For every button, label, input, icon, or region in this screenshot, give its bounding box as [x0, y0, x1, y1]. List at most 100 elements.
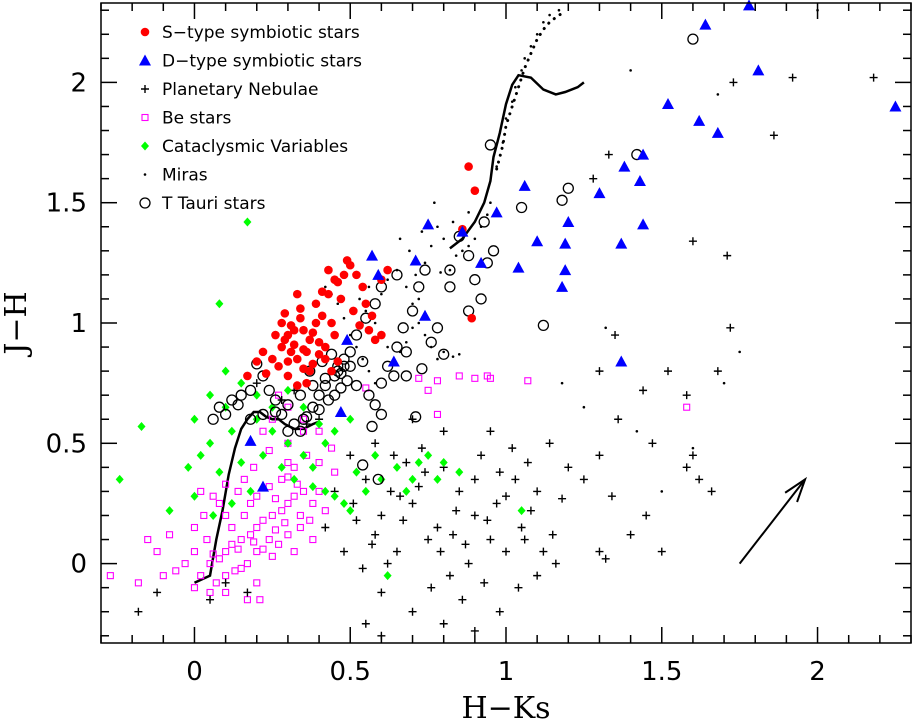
- data-point-miras: [411, 326, 414, 330]
- data-point-t-tauri-stars: [484, 139, 497, 151]
- data-point-be-stars: [524, 377, 532, 385]
- data-point-be-stars: [250, 463, 258, 471]
- legend-entry-d-type-symbiotic-stars: D−type symbiotic stars: [139, 52, 362, 72]
- data-point-planetary-nebulae: [389, 451, 398, 460]
- data-point-miras: [417, 321, 421, 325]
- data-point-planetary-nebulae: [520, 535, 529, 544]
- data-point-be-stars: [296, 523, 304, 532]
- data-point-cataclysmic-variables: [330, 491, 339, 501]
- data-point-planetary-nebulae: [533, 571, 542, 580]
- data-point-s-type-symbiotic-stars: [296, 304, 305, 313]
- data-point-be-stars: [433, 410, 442, 418]
- data-points: [106, 0, 902, 640]
- data-point-miras: [417, 297, 421, 301]
- data-point-t-tauri-stars: [335, 367, 347, 380]
- data-point-be-stars: [203, 535, 211, 544]
- data-point-be-stars: [455, 372, 463, 380]
- data-point-s-type-symbiotic-stars: [327, 366, 336, 376]
- data-point-cataclysmic-variables: [190, 414, 199, 424]
- data-point-be-stars: [222, 480, 230, 488]
- data-point-be-stars: [290, 463, 298, 471]
- data-point-planetary-nebulae: [386, 487, 395, 496]
- data-point-t-tauri-stars: [350, 329, 363, 341]
- data-point-t-tauri-stars: [391, 269, 403, 281]
- legend-label: D−type symbiotic stars: [162, 52, 362, 72]
- data-point-miras: [501, 141, 505, 144]
- data-point-planetary-nebulae: [486, 535, 495, 544]
- data-point-d-type-symbiotic-stars: [637, 148, 650, 160]
- data-point-miras: [529, 45, 533, 48]
- data-point-miras: [454, 254, 458, 257]
- data-point-planetary-nebulae: [492, 499, 501, 508]
- data-point-be-stars: [246, 531, 255, 539]
- legend-label: Miras: [162, 166, 208, 186]
- data-point-planetary-nebulae: [682, 391, 691, 400]
- data-point-planetary-nebulae: [461, 540, 470, 549]
- data-point-planetary-nebulae: [243, 588, 252, 597]
- data-point-s-type-symbiotic-stars: [296, 313, 305, 323]
- data-point-t-tauri-stars: [322, 394, 335, 406]
- data-point-s-type-symbiotic-stars: [280, 335, 290, 345]
- y-tick-label: 1.5: [46, 189, 87, 219]
- data-point-be-stars: [197, 487, 205, 495]
- data-point-miras: [504, 117, 508, 120]
- data-point-planetary-nebulae: [601, 554, 610, 563]
- data-point-t-tauri-stars: [391, 341, 403, 353]
- data-point-miras: [738, 350, 741, 354]
- data-point-cataclysmic-variables: [215, 299, 224, 309]
- data-point-s-type-symbiotic-stars: [299, 345, 308, 354]
- data-point-t-tauri-stars: [438, 348, 450, 360]
- data-point-planetary-nebulae: [408, 607, 417, 616]
- data-point-s-type-symbiotic-stars: [470, 186, 480, 195]
- data-point-miras: [336, 302, 340, 306]
- data-point-miras: [691, 446, 695, 450]
- data-point-d-type-symbiotic-stars: [422, 218, 435, 230]
- data-point-s-type-symbiotic-stars: [243, 371, 252, 381]
- data-point-be-stars: [243, 560, 251, 568]
- data-point-s-type-symbiotic-stars: [286, 347, 296, 357]
- data-point-be-stars: [206, 588, 214, 597]
- data-point-miras: [514, 85, 517, 89]
- data-point-miras: [324, 285, 327, 289]
- data-point-s-type-symbiotic-stars: [349, 306, 358, 316]
- data-point-be-stars: [253, 579, 261, 587]
- data-point-be-stars: [243, 596, 251, 604]
- data-point-planetary-nebulae: [371, 530, 380, 539]
- data-point-s-type-symbiotic-stars: [336, 294, 346, 304]
- data-point-be-stars: [246, 499, 255, 508]
- data-point-be-stars: [253, 523, 261, 532]
- data-point-d-type-symbiotic-stars: [615, 355, 628, 367]
- legend-entry-be-stars: Be stars: [141, 109, 231, 129]
- legend-entry-t-tauri-stars: T Tauri stars: [139, 194, 266, 214]
- legend-label: Planetary Nebulae: [162, 80, 319, 100]
- data-point-miras: [398, 237, 402, 241]
- data-point-planetary-nebulae: [377, 588, 386, 597]
- axis-ticks: 0 0.5 1 1.5 2 0 0.5 1 1.5 2: [46, 3, 912, 687]
- data-point-d-type-symbiotic-stars: [531, 235, 544, 247]
- data-point-s-type-symbiotic-stars: [308, 359, 318, 369]
- data-point-planetary-nebulae: [495, 468, 504, 477]
- data-point-cataclysmic-variables: [196, 450, 205, 460]
- data-point-planetary-nebulae: [869, 73, 878, 82]
- data-point-be-stars: [134, 579, 142, 587]
- data-point-planetary-nebulae: [340, 547, 348, 556]
- data-point-cataclysmic-variables: [383, 571, 392, 581]
- legend-label: S−type symbiotic stars: [162, 23, 360, 43]
- data-point-t-tauri-stars: [537, 319, 550, 332]
- data-point-planetary-nebulae: [523, 458, 532, 467]
- data-point-cataclysmic-variables: [361, 486, 370, 496]
- data-point-miras: [414, 273, 417, 277]
- data-point-planetary-nebulae: [589, 174, 598, 183]
- data-point-miras: [355, 345, 358, 349]
- legend-entry-cataclysmic-variables: Cataclysmic Variables: [141, 137, 348, 157]
- data-point-cataclysmic-variables: [277, 462, 286, 472]
- data-point-planetary-nebulae: [502, 492, 510, 501]
- data-point-planetary-nebulae: [470, 626, 479, 635]
- data-point-cataclysmic-variables: [283, 385, 292, 395]
- data-point-s-type-symbiotic-stars: [289, 340, 299, 349]
- data-point-planetary-nebulae: [321, 523, 330, 532]
- data-point-planetary-nebulae: [346, 451, 355, 460]
- data-point-be-stars: [209, 492, 217, 500]
- data-point-miras: [451, 220, 455, 224]
- x-tick-label: 0.5: [330, 657, 371, 687]
